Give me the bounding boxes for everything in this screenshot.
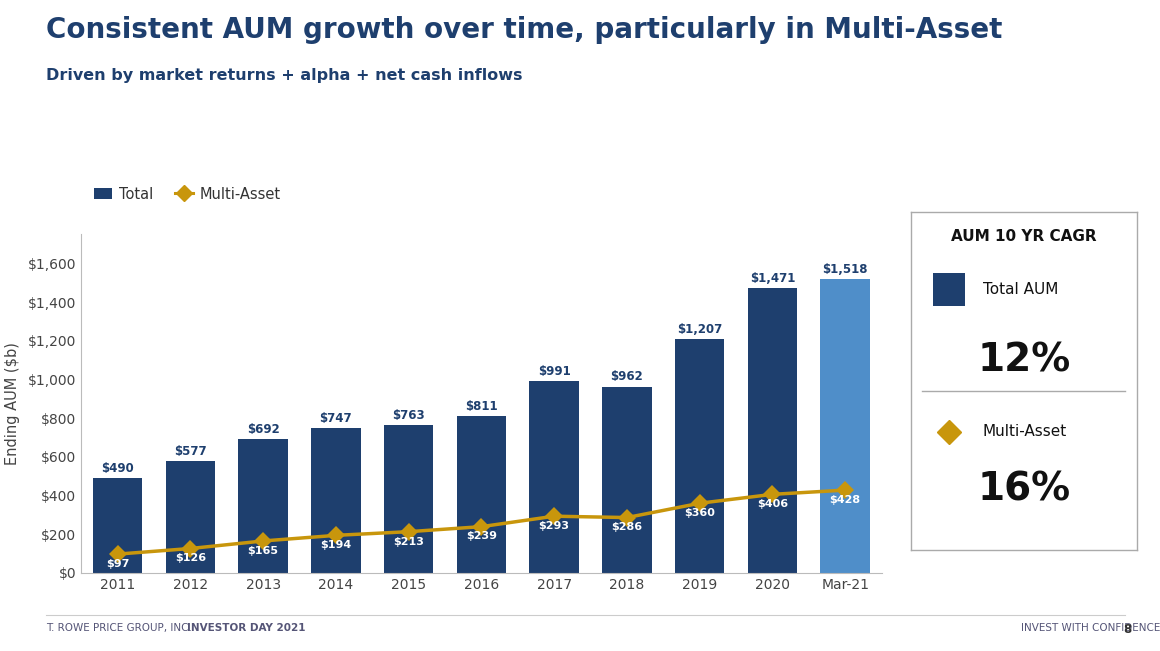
Bar xyxy=(529,381,579,573)
Text: $406: $406 xyxy=(756,499,788,509)
Bar xyxy=(602,387,652,573)
Text: $126: $126 xyxy=(175,553,206,563)
Text: $428: $428 xyxy=(829,495,861,505)
Text: AUM 10 YR CAGR: AUM 10 YR CAGR xyxy=(951,229,1096,243)
Text: $763: $763 xyxy=(392,409,425,422)
Bar xyxy=(93,478,143,573)
Bar xyxy=(384,425,434,573)
Text: $962: $962 xyxy=(610,370,644,383)
Bar xyxy=(675,339,725,573)
Text: $360: $360 xyxy=(684,508,715,518)
Text: 8: 8 xyxy=(1123,623,1131,636)
Legend: Total, Multi-Asset: Total, Multi-Asset xyxy=(88,181,287,208)
Text: $1,471: $1,471 xyxy=(749,272,795,285)
Text: 12%: 12% xyxy=(977,342,1071,380)
Text: $213: $213 xyxy=(393,536,425,546)
Text: Multi-Asset: Multi-Asset xyxy=(983,424,1067,439)
Text: Total AUM: Total AUM xyxy=(983,282,1058,297)
Text: T. ROWE PRICE GROUP, INC.: T. ROWE PRICE GROUP, INC. xyxy=(46,623,198,633)
Text: $165: $165 xyxy=(247,546,278,556)
FancyBboxPatch shape xyxy=(933,273,965,307)
Bar xyxy=(748,288,797,573)
Text: Driven by market returns + alpha + net cash inflows: Driven by market returns + alpha + net c… xyxy=(46,68,523,83)
Text: $692: $692 xyxy=(247,422,280,436)
Text: INVESTOR DAY 2021: INVESTOR DAY 2021 xyxy=(188,623,306,633)
Text: INVEST WITH CONFIDENCE®: INVEST WITH CONFIDENCE® xyxy=(1021,623,1160,633)
Text: $1,518: $1,518 xyxy=(822,263,868,276)
Text: $1,207: $1,207 xyxy=(677,323,723,336)
Text: $991: $991 xyxy=(538,365,571,378)
Text: $747: $747 xyxy=(319,412,353,425)
Text: 16%: 16% xyxy=(977,470,1071,508)
Text: $577: $577 xyxy=(174,445,206,458)
Bar xyxy=(166,462,215,573)
Bar xyxy=(238,439,288,573)
Text: $239: $239 xyxy=(466,531,496,542)
Text: $194: $194 xyxy=(320,540,351,550)
Bar xyxy=(820,279,870,573)
Bar xyxy=(311,428,361,573)
Text: $490: $490 xyxy=(101,462,133,475)
Bar xyxy=(457,416,506,573)
Y-axis label: Ending AUM ($b): Ending AUM ($b) xyxy=(5,342,20,465)
Text: Consistent AUM growth over time, particularly in Multi-Asset: Consistent AUM growth over time, particu… xyxy=(46,16,1002,44)
Text: $293: $293 xyxy=(538,521,570,531)
Text: $811: $811 xyxy=(465,400,498,413)
Text: $286: $286 xyxy=(611,522,643,533)
Text: $97: $97 xyxy=(106,559,129,569)
